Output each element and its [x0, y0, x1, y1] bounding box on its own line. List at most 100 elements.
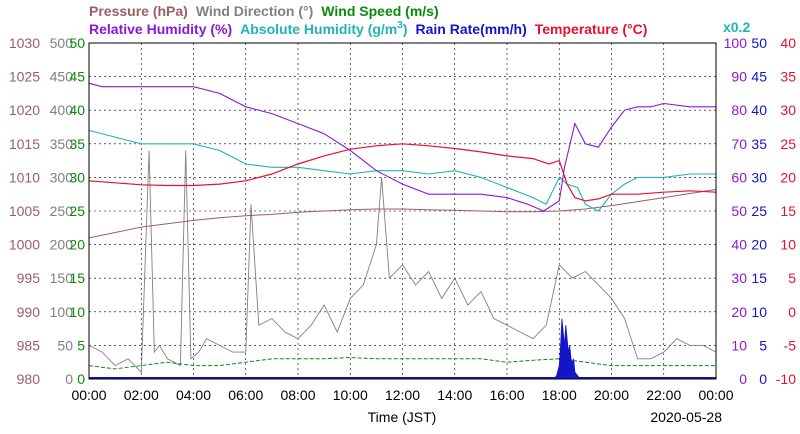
temperature-tick-label: 0	[788, 304, 796, 320]
temperature-tick-label: 40	[780, 35, 796, 51]
wind-direction-tick-label: 350	[50, 136, 74, 152]
wind-direction-tick-label: 150	[50, 270, 74, 286]
legend-item: Wind Speed (m/s)	[321, 3, 438, 19]
series-line-temperature-c	[88, 143, 717, 202]
x-tick-label: 04:00	[176, 387, 211, 403]
humidity-tick-label: 60	[731, 169, 747, 185]
wind-speed-tick-label: 30	[69, 169, 85, 185]
humidity-tick-label: 50	[731, 203, 747, 219]
temperature-tick-label: 10	[780, 237, 796, 253]
humidity-tick-label: 90	[731, 69, 747, 85]
x-tick-label: 08:00	[280, 387, 315, 403]
series-line-relative-humidity	[88, 82, 716, 212]
wind-speed-tick-label: 5	[77, 337, 85, 353]
pressure-tick-label: 985	[17, 337, 41, 353]
rain-rate-tick-label: 20	[751, 237, 767, 253]
wind-direction-tick-label: 250	[50, 203, 74, 219]
pressure-tick-label: 995	[17, 270, 41, 286]
wind-speed-tick-label: 10	[69, 304, 85, 320]
series-line-pressure-hpa	[88, 189, 717, 239]
wind-speed-tick-label: 35	[69, 136, 85, 152]
wind-direction-tick-label: 450	[50, 69, 74, 85]
legend-item: Rain Rate(mm/h)	[416, 21, 527, 37]
x-tick-label: 00:00	[71, 387, 106, 403]
series-line-wind-speed-m-s	[88, 356, 716, 370]
pressure-tick-label: 1005	[9, 203, 40, 219]
legend-item: Relative Humidity (%)	[89, 21, 232, 37]
temperature-tick-label: 15	[780, 203, 796, 219]
humidity-tick-label: 0	[739, 371, 747, 387]
grid-lines	[89, 43, 716, 379]
plot-frame	[88, 42, 717, 380]
temperature-tick-label: -10	[776, 371, 796, 387]
rain-rate-tick-label: 25	[751, 203, 767, 219]
wind-speed-tick-label: 15	[69, 270, 85, 286]
wind-speed-tick-label: 0	[77, 371, 85, 387]
pressure-tick-label: 980	[17, 371, 41, 387]
x-tick-label: 02:00	[124, 387, 159, 403]
rain-rate-tick-label: 30	[751, 169, 767, 185]
wind-speed-tick-label: 45	[69, 69, 85, 85]
legend-item: Pressure (hPa)	[89, 3, 188, 19]
humidity-tick-label: 100	[724, 35, 748, 51]
wind-speed-tick-label: 25	[69, 203, 85, 219]
rain-rate-tick-label: 40	[751, 102, 767, 118]
legend: Pressure (hPa) Wind Direction (°) Wind Spe…	[89, 3, 750, 37]
wind-speed-tick-label: 20	[69, 237, 85, 253]
legend-item: Temperature (°C)	[535, 21, 648, 37]
wind-direction-tick-label: 400	[50, 102, 74, 118]
wind-direction-tick-label: 500	[50, 35, 74, 51]
x-axis-label: Time (JST)	[368, 409, 437, 425]
x-tick-label: 10:00	[333, 387, 368, 403]
x-tick-label: 06:00	[228, 387, 263, 403]
wind-direction-tick-label: 300	[50, 169, 74, 185]
humidity-tick-label: 10	[731, 337, 747, 353]
x-tick-label: 14:00	[437, 387, 472, 403]
wind-direction-tick-label: 100	[50, 304, 74, 320]
temperature-tick-label: -5	[784, 337, 797, 353]
wind-speed-tick-label: 40	[69, 102, 85, 118]
x-tick-label: 00:00	[698, 387, 733, 403]
legend-item: Wind Direction (°)	[196, 3, 313, 19]
series-layer	[88, 82, 717, 380]
wind-direction-tick-label: 50	[57, 337, 73, 353]
rain-rate-tick-label: 45	[751, 69, 767, 85]
series-area-rain-rate	[553, 318, 581, 380]
legend-note: x0.2	[723, 19, 750, 35]
series-line-wind-direction	[88, 150, 717, 374]
x-tick-label: 22:00	[646, 387, 681, 403]
rain-rate-tick-label: 5	[759, 337, 767, 353]
humidity-tick-label: 40	[731, 237, 747, 253]
x-tick-label: 18:00	[542, 387, 577, 403]
temperature-tick-label: 20	[780, 169, 796, 185]
wind-speed-tick-label: 50	[69, 35, 85, 51]
temperature-tick-label: 35	[780, 69, 796, 85]
temperature-tick-label: 25	[780, 136, 796, 152]
humidity-tick-label: 30	[731, 270, 747, 286]
wind-direction-tick-label: 0	[65, 371, 73, 387]
pressure-tick-label: 1015	[9, 136, 40, 152]
humidity-tick-label: 70	[731, 136, 747, 152]
rain-rate-tick-label: 50	[751, 35, 767, 51]
x-tick-label: 16:00	[489, 387, 524, 403]
pressure-tick-label: 1010	[9, 169, 40, 185]
x-axis-tick-labels: 00:00 02:00 04:00 06:00 08:00 10:00 12:00 14:00…	[71, 387, 733, 403]
rain-rate-tick-label: 15	[751, 270, 767, 286]
rain-rate-tick-label: 35	[751, 136, 767, 152]
pressure-tick-label: 1030	[9, 35, 40, 51]
date-label: 2020-05-28	[650, 409, 722, 425]
pressure-tick-label: 1020	[9, 102, 40, 118]
pressure-tick-label: 1025	[9, 69, 40, 85]
wind-direction-tick-label: 200	[50, 237, 74, 253]
humidity-tick-label: 80	[731, 102, 747, 118]
temperature-tick-label: 5	[788, 270, 796, 286]
temperature-tick-label: 30	[780, 102, 796, 118]
series-line-absolute-humidity-g-m3-x0-2	[88, 129, 716, 212]
x-tick-label: 12:00	[385, 387, 420, 403]
humidity-tick-label: 20	[731, 304, 747, 320]
legend-item: Absolute Humidity (g/m3)	[240, 20, 407, 37]
rain-rate-tick-label: 10	[751, 304, 767, 320]
x-tick-label: 20:00	[594, 387, 629, 403]
pressure-tick-label: 990	[17, 304, 41, 320]
